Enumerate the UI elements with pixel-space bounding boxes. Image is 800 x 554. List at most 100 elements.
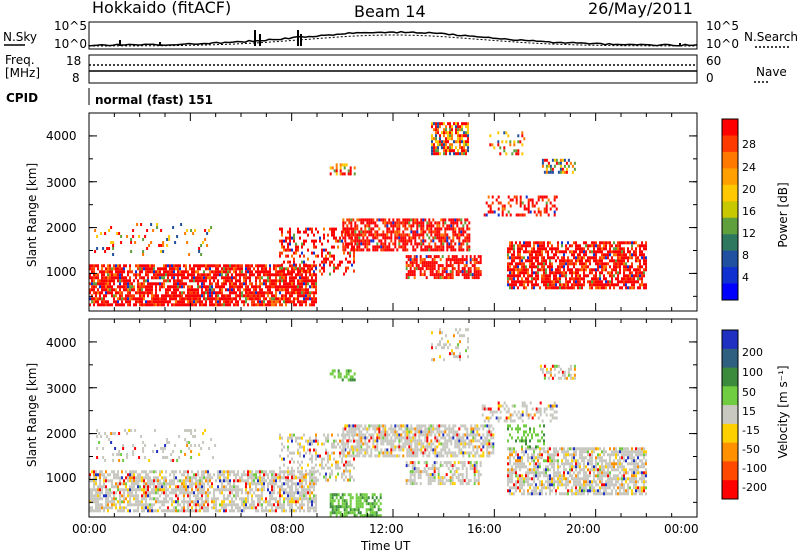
echo-cell (269, 273, 271, 277)
echo-cell (211, 506, 213, 510)
echo-cell (404, 427, 407, 431)
echo-cell (382, 233, 385, 237)
echo-cell (273, 473, 275, 477)
echo-cell (171, 497, 173, 501)
echo-cell (593, 280, 595, 284)
echo-cell (287, 503, 289, 507)
echo-cell (333, 227, 335, 231)
echo-cell (551, 250, 553, 254)
echo-cell (438, 230, 441, 234)
echo-cell (89, 473, 91, 477)
echo-cell (487, 204, 490, 208)
echo-cell (283, 509, 285, 513)
echo-cell (621, 253, 623, 257)
echo-cell (265, 264, 267, 268)
echo-cell (189, 273, 191, 277)
echo-cell (162, 244, 165, 247)
echo-cell (135, 476, 137, 480)
echo-cell (449, 125, 451, 129)
echo-cell (203, 488, 205, 492)
echo-cell (583, 247, 585, 251)
echo-cell (129, 285, 131, 289)
echo-cell (313, 509, 315, 513)
echo-cell (407, 273, 410, 277)
echo-cell (643, 253, 645, 257)
echo-cell (585, 253, 587, 257)
echo-cell (221, 288, 223, 292)
echo-cell (237, 273, 239, 277)
echo-cell (203, 297, 205, 301)
echo-cell (173, 488, 175, 492)
echo-cell (289, 233, 291, 237)
echo-cell (382, 451, 385, 455)
echo-cell (331, 166, 334, 170)
echo-cell (394, 236, 397, 240)
echo-cell (181, 270, 183, 274)
echo-cell (547, 274, 549, 278)
echo-cell (201, 506, 203, 510)
echo-cell (423, 273, 426, 277)
echo-cell (151, 300, 153, 304)
echo-cell (219, 470, 221, 474)
echo-cell (339, 263, 341, 267)
echo-cell (356, 424, 359, 428)
echo-cell (601, 247, 603, 251)
echo-cell (455, 131, 457, 135)
echo-cell (113, 300, 115, 304)
echo-cell (141, 300, 143, 304)
echo-cell (507, 195, 510, 199)
echo-cell (509, 204, 512, 208)
echo-cell (443, 149, 445, 153)
echo-cell (293, 497, 295, 501)
echo-cell (477, 267, 480, 271)
echo-cell (231, 491, 233, 495)
echo-cell (356, 448, 359, 452)
echo-cell (159, 300, 161, 304)
echo-cell (420, 224, 423, 228)
echo-cell (101, 488, 103, 492)
echo-cell (335, 239, 337, 243)
echo-cell (569, 268, 571, 272)
echo-cell (595, 256, 597, 260)
echo-cell (451, 255, 454, 259)
echo-cell (625, 253, 627, 257)
echo-cell (245, 506, 247, 510)
echo-cell (149, 264, 151, 268)
echo-cell (165, 491, 167, 495)
echo-cell (457, 261, 460, 265)
echo-cell (293, 236, 295, 240)
echo-cell (376, 224, 379, 228)
echo-cell (177, 479, 179, 483)
echo-cell (93, 509, 95, 513)
echo-cell (117, 303, 119, 307)
echo-cell (468, 233, 471, 237)
echo-cell (193, 270, 195, 274)
echo-cell (450, 224, 453, 228)
echo-cell (273, 509, 275, 513)
echo-cell (197, 500, 199, 504)
echo-cell (459, 270, 462, 274)
echo-cell (235, 300, 237, 304)
echo-cell (183, 470, 185, 474)
echo-cell (410, 445, 413, 449)
echo-cell (199, 297, 201, 301)
echo-cell (553, 247, 555, 251)
echo-cell (143, 279, 145, 283)
echo-cell (358, 448, 361, 452)
echo-cell (425, 276, 428, 280)
echo-cell (177, 509, 179, 513)
echo-cell (386, 221, 389, 225)
echo-cell (295, 266, 297, 270)
echo-cell (613, 268, 615, 272)
echo-cell (195, 503, 197, 507)
echo-cell (579, 250, 581, 254)
echo-cell (442, 224, 445, 228)
echo-cell (301, 260, 303, 264)
echo-cell (421, 264, 424, 268)
echo-cell (605, 247, 607, 251)
echo-cell (157, 497, 159, 501)
echo-cell (263, 476, 265, 480)
echo-cell (579, 283, 581, 287)
echo-cell (119, 291, 121, 295)
echo-cell (469, 261, 472, 265)
